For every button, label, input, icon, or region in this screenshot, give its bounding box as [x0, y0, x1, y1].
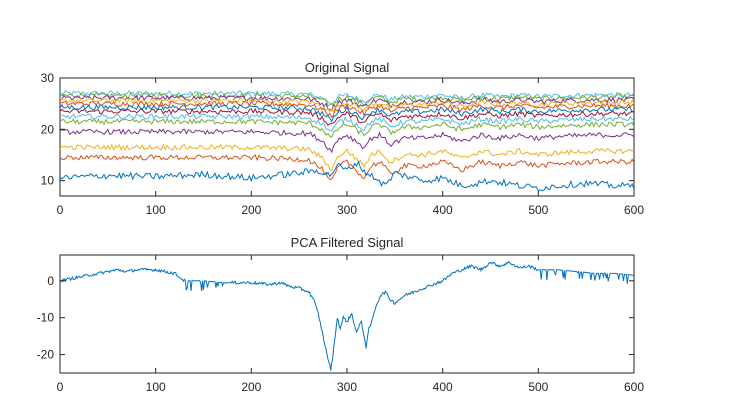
series-line	[59, 100, 635, 119]
y-tick-label: 10	[41, 174, 55, 188]
chart-title: Original Signal	[305, 60, 390, 75]
x-tick-label: 600	[624, 380, 644, 394]
series-line	[59, 118, 635, 138]
series-line	[59, 91, 635, 107]
y-tick-label: 0	[47, 274, 54, 288]
y-tick-label: -20	[37, 348, 55, 362]
y-axis: 10 20 30	[41, 71, 634, 188]
x-tick-label: 100	[146, 380, 166, 394]
x-tick-label: 200	[241, 203, 261, 217]
series-group	[59, 89, 635, 192]
y-tick-label: 20	[41, 122, 55, 136]
series-line	[59, 94, 635, 112]
y-axis: -20 -10 0	[37, 274, 634, 362]
chart-original-signal: Original Signal 0 100 200 300 400 500 600 10 20…	[41, 60, 645, 217]
x-tick-label: 200	[241, 380, 261, 394]
x-tick-label: 500	[528, 203, 548, 217]
chart-title: PCA Filtered Signal	[291, 235, 404, 250]
chart-pca-filtered-signal: PCA Filtered Signal 0 100 200 300 400 500 600 …	[37, 235, 645, 394]
series-line	[59, 143, 635, 172]
x-tick-label: 400	[433, 380, 453, 394]
y-tick-label: 30	[41, 71, 55, 85]
series-line	[59, 260, 635, 371]
series-line	[59, 107, 635, 127]
x-tick-label: 400	[433, 203, 453, 217]
series-line	[59, 160, 635, 192]
x-axis: 0 100 200 300 400 500 600	[57, 255, 644, 394]
x-tick-label: 300	[337, 380, 357, 394]
series-line	[59, 103, 635, 123]
x-tick-label: 0	[57, 380, 64, 394]
x-tick-label: 100	[146, 203, 166, 217]
x-tick-label: 600	[624, 203, 644, 217]
x-tick-label: 0	[57, 203, 64, 217]
series-line	[59, 89, 635, 105]
x-axis: 0 100 200 300 400 500 600	[57, 78, 644, 217]
y-tick-label: -10	[37, 311, 55, 325]
x-tick-label: 300	[337, 203, 357, 217]
series-line	[59, 113, 635, 133]
plot-area	[59, 254, 635, 374]
series-line	[59, 154, 635, 180]
x-tick-label: 500	[528, 380, 548, 394]
series-group	[59, 260, 635, 371]
series-line	[59, 128, 635, 154]
